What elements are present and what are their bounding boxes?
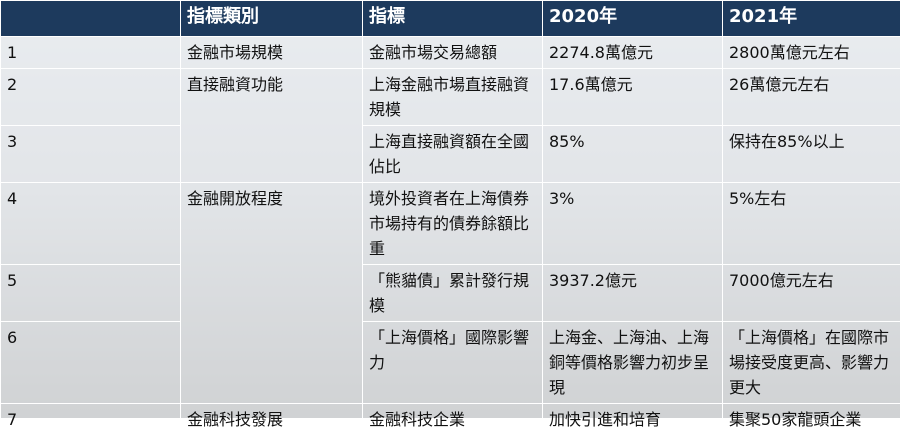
category-cell: 金融市場規模	[181, 37, 363, 69]
header-cell: 2021年	[723, 1, 900, 37]
indicator-cell: 境外投資者在上海債券市場持有的債券餘額比重	[363, 183, 543, 265]
indicator-cell: 上海直接融資額在全國佔比	[363, 126, 543, 183]
header-cell: 2020年	[543, 1, 723, 37]
indicator-cell: 「上海價格」國際影響力	[363, 322, 543, 404]
y2020-cell: 加快引進和培育	[543, 404, 723, 437]
row-number: 5	[1, 265, 181, 322]
table-row: 6 「上海價格」國際影響力上海金、上海油、上海銅等價格影響力初步呈現「上海價格」在…	[1, 322, 900, 404]
category-cell: 金融開放程度	[181, 183, 363, 404]
y2020-cell: 上海金、上海油、上海銅等價格影響力初步呈現	[543, 322, 723, 404]
y2020-cell: 3%	[543, 183, 723, 265]
header-cell	[1, 1, 181, 37]
y2021-cell: 26萬億元左右	[723, 69, 900, 126]
y2021-cell: 2800萬億元左右	[723, 37, 900, 69]
y2021-cell: 5%左右	[723, 183, 900, 265]
row-number: 4	[1, 183, 181, 265]
indicator-cell: 金融市場交易總額	[363, 37, 543, 69]
y2020-cell: 85%	[543, 126, 723, 183]
category-cell: 金融科技發展	[181, 404, 363, 437]
row-number: 7	[1, 404, 181, 437]
header-cell: 指標類別	[181, 1, 363, 37]
row-number: 6	[1, 322, 181, 404]
y2020-cell: 3937.2億元	[543, 265, 723, 322]
y2021-cell: 「上海價格」在國際市場接受度更高、影響力更大	[723, 322, 900, 404]
row-number: 3	[1, 126, 181, 183]
row-number: 1	[1, 37, 181, 69]
indicator-cell: 上海金融市場直接融資規模	[363, 69, 543, 126]
category-cell: 直接融資功能	[181, 69, 363, 183]
y2020-cell: 17.6萬億元	[543, 69, 723, 126]
y2021-cell: 保持在85%以上	[723, 126, 900, 183]
y2021-cell: 集聚50家龍頭企業	[723, 404, 900, 437]
header-cell: 指標	[363, 1, 543, 37]
row-number: 2	[1, 69, 181, 126]
indicator-cell: 金融科技企業	[363, 404, 543, 437]
indicator-cell: 「熊貓債」累計發行規模	[363, 265, 543, 322]
y2021-cell: 7000億元左右	[723, 265, 900, 322]
y2020-cell: 2274.8萬億元	[543, 37, 723, 69]
